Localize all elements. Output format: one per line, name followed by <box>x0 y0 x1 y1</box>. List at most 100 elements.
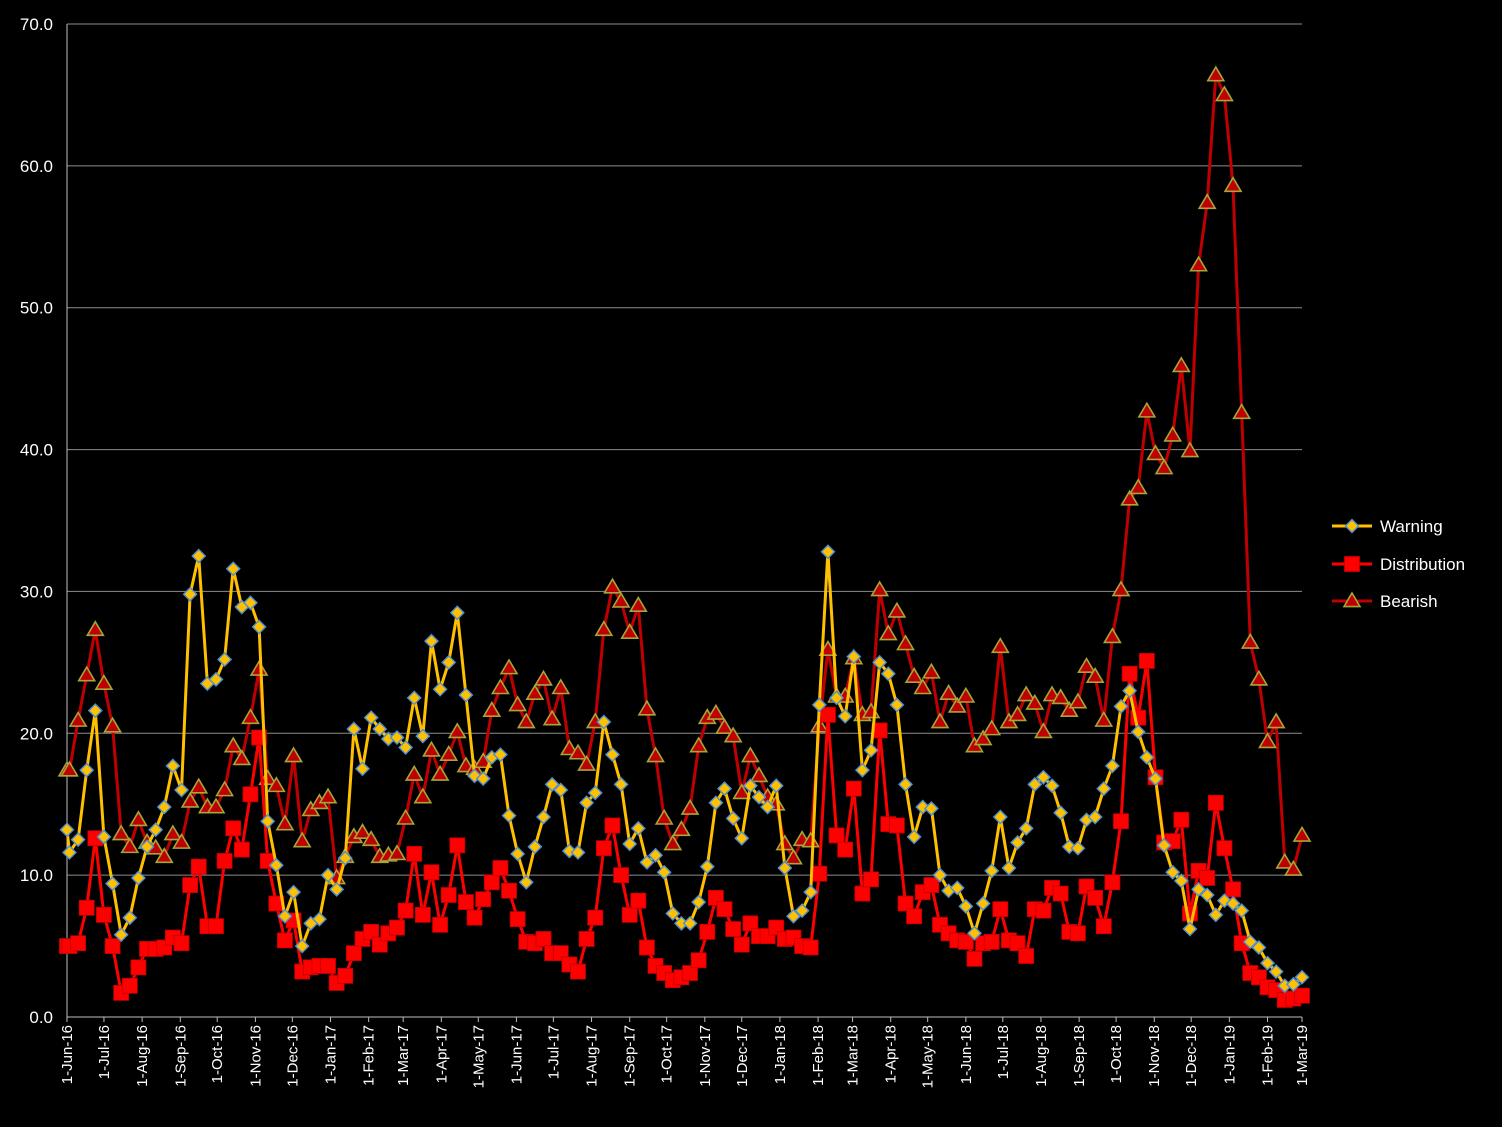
data-point <box>587 909 604 926</box>
data-point <box>1258 732 1277 749</box>
data-point <box>1197 193 1217 210</box>
data-point <box>172 832 191 849</box>
data-point <box>320 958 336 974</box>
data-point <box>785 908 801 924</box>
data-point <box>1344 556 1360 572</box>
legend-entry-warning: Warning <box>1332 517 1443 536</box>
data-point <box>389 919 405 936</box>
data-point <box>320 867 336 883</box>
data-point <box>1139 749 1155 765</box>
data-point <box>103 716 122 733</box>
data-point <box>440 887 457 903</box>
data-point <box>906 908 923 925</box>
data-point <box>749 766 769 783</box>
x-tick-label: 1-Dec-16 <box>284 1025 301 1087</box>
data-point <box>733 936 750 953</box>
data-point <box>820 706 836 723</box>
data-point <box>441 654 457 670</box>
data-point <box>251 619 267 635</box>
data-point <box>732 783 752 800</box>
data-point <box>680 798 700 815</box>
x-tick-label: 1-Jan-17 <box>322 1025 339 1084</box>
data-point <box>837 708 853 724</box>
data-point <box>423 633 439 649</box>
data-point <box>672 820 691 837</box>
x-tick-label: 1-Jan-19 <box>1221 1025 1238 1084</box>
data-point <box>139 839 155 855</box>
data-point <box>355 761 371 777</box>
data-point <box>1070 925 1086 942</box>
data-point <box>1285 976 1301 992</box>
data-point <box>1111 580 1131 597</box>
data-point <box>1085 666 1105 683</box>
data-point <box>534 669 553 686</box>
data-point <box>863 871 879 888</box>
data-point <box>611 591 631 608</box>
data-point <box>206 797 226 814</box>
data-point <box>717 781 733 797</box>
data-point <box>630 892 647 909</box>
data-point <box>984 863 1000 879</box>
legend-label: Distribution <box>1380 555 1465 574</box>
data-point <box>1292 825 1312 842</box>
data-point <box>130 959 147 976</box>
data-point <box>820 544 836 560</box>
data-point <box>1094 710 1114 727</box>
data-point <box>1095 918 1112 935</box>
y-tick-label: 70.0 <box>20 15 53 34</box>
data-point <box>113 927 129 943</box>
data-point <box>1087 889 1104 906</box>
x-tick-label: 1-Sep-18 <box>1071 1025 1088 1087</box>
y-tick-label: 40.0 <box>20 441 53 460</box>
data-point <box>294 938 310 954</box>
data-point <box>863 742 879 758</box>
data-point <box>648 847 664 863</box>
data-point <box>165 758 181 774</box>
data-point <box>1154 458 1174 475</box>
data-point <box>492 747 508 763</box>
data-point <box>777 860 793 876</box>
data-point <box>990 637 1010 654</box>
data-point <box>449 605 465 621</box>
data-point <box>1077 657 1096 674</box>
data-point <box>889 817 905 834</box>
series-warning <box>59 544 1310 994</box>
data-point <box>845 780 862 797</box>
data-point <box>397 902 414 919</box>
data-point <box>475 891 492 908</box>
data-point <box>241 708 260 725</box>
x-tick-label: 1-Apr-18 <box>883 1025 900 1083</box>
data-point <box>277 908 293 924</box>
data-point <box>96 829 112 845</box>
data-point <box>277 932 293 949</box>
data-point <box>353 823 372 839</box>
y-tick-label: 50.0 <box>20 299 53 318</box>
data-point <box>96 906 112 923</box>
data-point <box>1070 840 1086 856</box>
y-tick-label: 10.0 <box>20 866 53 885</box>
data-point <box>716 901 733 918</box>
data-point <box>94 674 114 691</box>
data-point <box>1068 692 1088 709</box>
data-point <box>337 850 353 866</box>
data-point <box>604 817 621 834</box>
data-point <box>266 776 286 793</box>
data-point <box>1344 518 1360 534</box>
data-point <box>784 848 803 865</box>
data-point <box>78 899 95 916</box>
data-point <box>923 877 940 893</box>
data-point <box>983 933 1000 950</box>
data-point <box>975 896 991 912</box>
data-point <box>1001 860 1017 876</box>
data-point <box>223 736 243 753</box>
data-point <box>1122 683 1138 699</box>
legend-label: Bearish <box>1380 592 1438 611</box>
data-point <box>904 666 924 683</box>
data-point <box>982 719 1002 736</box>
data-point <box>870 580 890 597</box>
data-point <box>992 901 1009 918</box>
data-point <box>447 722 467 739</box>
x-tick-label: 1-Sep-16 <box>172 1025 189 1087</box>
data-point <box>329 881 345 897</box>
